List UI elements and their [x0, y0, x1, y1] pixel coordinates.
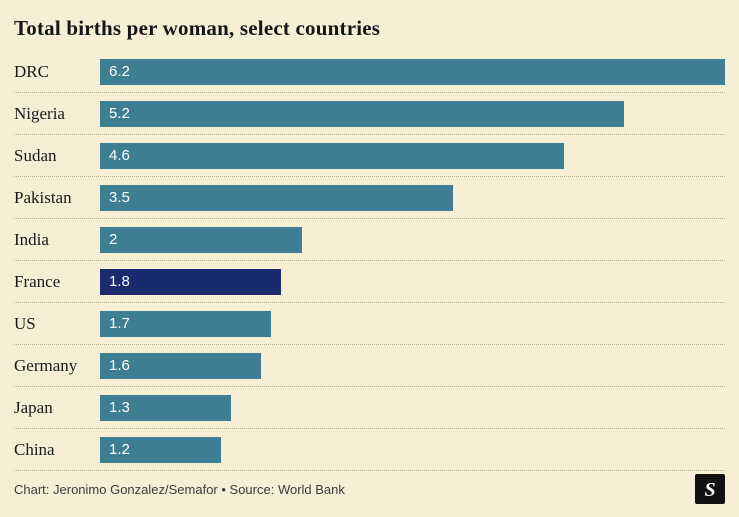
bar-us: 1.7: [100, 310, 272, 337]
bar-germany: 1.6: [100, 352, 262, 379]
bar-track: 3.5: [100, 184, 725, 211]
bar-track: 5.2: [100, 100, 725, 127]
chart-row: Nigeria 5.2: [14, 93, 725, 135]
bar-value-label: 1.2: [109, 441, 130, 458]
category-label: Germany: [14, 355, 78, 375]
bar-japan: 1.3: [100, 394, 232, 421]
bar-track: 4.6: [100, 142, 725, 169]
bar-value-label: 4.6: [109, 147, 130, 164]
semafor-logo-svg: S: [695, 474, 725, 504]
chart-row: Pakistan 3.5: [14, 177, 725, 219]
bar-drc: 6.2: [100, 58, 725, 85]
bar-track: 1.2: [100, 436, 725, 463]
category-label: Nigeria: [14, 103, 65, 123]
semafor-logo-icon: S: [695, 474, 725, 504]
chart-row: DRC 6.2: [14, 51, 725, 93]
chart-row: Japan 1.3: [14, 387, 725, 429]
category-label: France: [14, 271, 61, 291]
category-label: Sudan: [14, 145, 57, 165]
chart-title: Total births per woman, select countries: [14, 16, 381, 40]
bar-track: 1.7: [100, 310, 725, 337]
chart-row: China 1.2: [14, 429, 725, 471]
category-label: Pakistan: [14, 187, 72, 207]
bar-value-label: 1.3: [109, 399, 130, 416]
chart-row: US 1.7: [14, 303, 725, 345]
chart-footer: Chart: Jeronimo Gonzalez/Semafor • Sourc…: [0, 461, 739, 517]
category-label: DRC: [14, 61, 49, 81]
bar-value-label: 1.8: [109, 273, 130, 290]
bar-france: 1.8: [100, 268, 282, 295]
bar-nigeria: 5.2: [100, 100, 625, 127]
bar-value-label: 5.2: [109, 105, 130, 122]
chart-row: France 1.8: [14, 261, 725, 303]
category-label: China: [14, 439, 55, 459]
bar-china: 1.2: [100, 436, 221, 463]
category-label: Japan: [14, 397, 53, 417]
bar-india: 2: [100, 226, 302, 253]
bar-track: 1.6: [100, 352, 725, 379]
bar-value-label: 1.6: [109, 357, 130, 374]
chart-row: Germany 1.6: [14, 345, 725, 387]
credit-line: Chart: Jeronimo Gonzalez/Semafor • Sourc…: [14, 481, 345, 497]
bar-track: 2: [100, 226, 725, 253]
category-label: India: [14, 229, 49, 249]
bar-value-label: 1.7: [109, 315, 130, 332]
bar-track: 1.8: [100, 268, 725, 295]
category-label: US: [14, 313, 36, 333]
semafor-logo-glyph: S: [704, 479, 715, 501]
chart-row: India 2: [14, 219, 725, 261]
bar-value-label: 3.5: [109, 189, 130, 206]
chart-container: Total births per woman, select countries…: [14, 16, 725, 471]
bar-track: 1.3: [100, 394, 725, 421]
chart-row: Sudan 4.6: [14, 135, 725, 177]
chart-rows: DRC 6.2 Nigeria 5.2 Sudan 4.6 Pakistan 3.5 India…: [14, 51, 725, 471]
bar-track: 6.2: [100, 58, 725, 85]
bar-value-label: 2: [109, 231, 118, 248]
bar-pakistan: 3.5: [100, 184, 453, 211]
bar-value-label: 6.2: [109, 63, 130, 80]
bar-sudan: 4.6: [100, 142, 564, 169]
